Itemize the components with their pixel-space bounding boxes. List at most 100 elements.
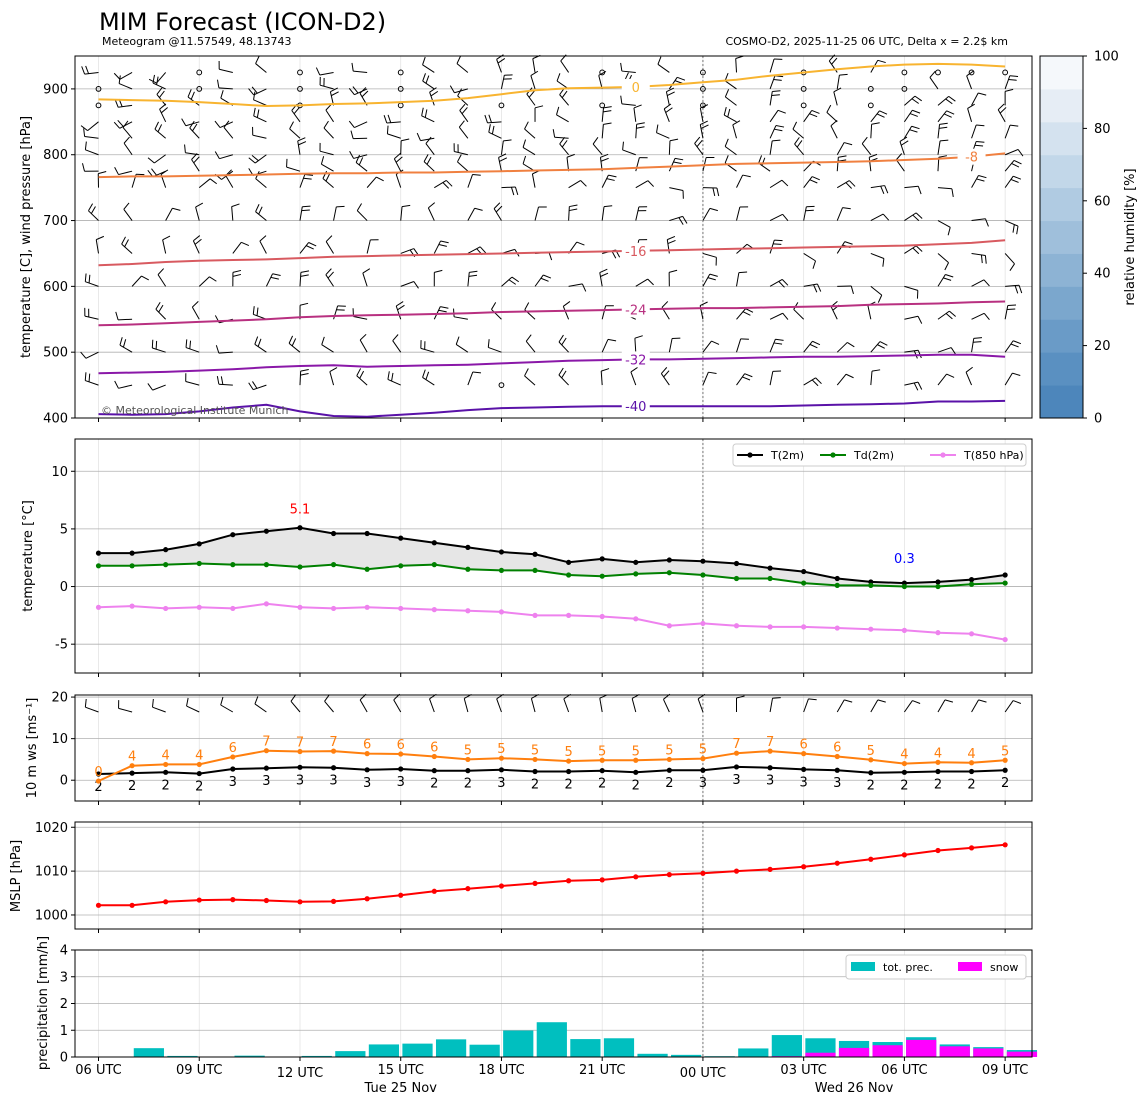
- precip-bar: [368, 1044, 400, 1057]
- wind-barb-staff: [329, 371, 335, 386]
- wind-barb-flag: [84, 273, 87, 282]
- series-point: [566, 559, 572, 565]
- wind-barb-staff: [1004, 160, 1015, 172]
- wind-barb-staff: [118, 384, 133, 389]
- wind-barb-flag: [256, 307, 259, 316]
- data-label: 2: [900, 778, 908, 793]
- extreme-annotation: 0.3: [894, 552, 915, 567]
- wind-barb-staff: [635, 278, 648, 287]
- isotherm-line: [98, 152, 1006, 179]
- wind-barb-staff: [621, 103, 636, 106]
- wind-barb-staff: [870, 285, 883, 296]
- wind-barb-staff: [870, 185, 885, 189]
- wind-barb-flag: [416, 132, 421, 141]
- series-point: [935, 759, 941, 765]
- series-point: [968, 577, 975, 583]
- x-tick-label: 12 UTC: [277, 1066, 323, 1081]
- legend-box: [732, 443, 1027, 467]
- series-point: [733, 575, 740, 582]
- wind-barb-flag: [387, 371, 390, 380]
- wind-barb-flag: [241, 241, 250, 247]
- wind-barb-flag: [253, 91, 256, 100]
- wind-barb-staff: [836, 180, 850, 189]
- wind-barb-flag: [248, 88, 255, 96]
- precip-bar: [671, 1054, 702, 1057]
- wind-barb-staff: [456, 63, 469, 73]
- wind-barb-staff: [395, 305, 402, 320]
- wind-barb-flag: [511, 276, 520, 283]
- wind-barb-flag: [352, 86, 359, 94]
- series-point: [431, 753, 437, 760]
- series-point: [431, 888, 437, 894]
- wind-barb-flag: [773, 342, 783, 345]
- wind-barb-flag: [457, 88, 463, 97]
- wind-barb-flag: [172, 207, 181, 211]
- wind-barb-flag: [329, 367, 338, 373]
- wind-barb-staff: [867, 305, 872, 320]
- wind-barb-flag: [793, 302, 799, 310]
- wind-barb-staff: [325, 109, 334, 123]
- wind-barb-flag: [302, 205, 311, 208]
- series-point: [767, 624, 773, 630]
- wind-barb-staff: [525, 340, 536, 353]
- wind-barb-flag: [251, 86, 258, 94]
- wind-barb-flag: [811, 176, 820, 181]
- wind-barb-flag: [716, 187, 720, 197]
- series-point: [834, 575, 840, 582]
- wind-barb-flag: [114, 99, 119, 108]
- wind-barb-staff: [1004, 175, 1014, 188]
- wind-barb-flag: [522, 139, 527, 148]
- wind-barb-flag: [401, 138, 410, 142]
- wind-barb-flag: [88, 203, 94, 212]
- wind-barb-flag: [298, 141, 307, 146]
- colorbar-frame: [1039, 55, 1084, 419]
- wind-barb-staff: [1004, 305, 1009, 320]
- precip-bar: [503, 1030, 534, 1057]
- wind-barb-flag: [744, 373, 753, 378]
- wind-barb-flag: [782, 312, 789, 320]
- wind-barb-flag: [430, 90, 439, 97]
- series-point: [398, 563, 404, 569]
- wind-barb-flag: [122, 339, 127, 348]
- wind-barb-staff: [85, 706, 99, 713]
- date-label: Wed 26 Nov: [815, 1081, 894, 1096]
- wind-barb-staff: [118, 318, 133, 321]
- wind-barb-flag: [522, 155, 527, 165]
- wind-barb-staff: [558, 341, 569, 353]
- wind-barb-flag: [948, 95, 956, 102]
- wind-barb-flag: [845, 182, 852, 189]
- wind-barb-flag: [630, 366, 638, 373]
- wind-barb-staff: [467, 246, 481, 254]
- data-label: 2: [531, 777, 539, 792]
- wind-barb-flag: [911, 98, 919, 104]
- wind-barb-staff: [319, 71, 334, 76]
- wind-barb-staff: [736, 272, 740, 287]
- series-point: [1002, 580, 1008, 586]
- wind-barb-flag: [669, 138, 679, 142]
- wind-barbs-upper: [80, 54, 1024, 391]
- series-point: [666, 623, 672, 629]
- wind-barb-flag: [257, 338, 262, 347]
- wind-barb-flag: [848, 180, 856, 187]
- wind-barb-staff: [830, 125, 838, 139]
- series-point: [230, 605, 236, 612]
- series-point: [733, 623, 740, 629]
- precip-bar: [771, 1035, 802, 1057]
- wind-barb-flag: [81, 163, 85, 172]
- wind-barb-staff: [971, 312, 985, 320]
- series-point: [633, 571, 639, 577]
- wind-barb-staff: [929, 77, 939, 90]
- wind-barb-staff: [566, 157, 570, 172]
- wind-barb-staff: [498, 157, 502, 172]
- series-point: [196, 770, 202, 777]
- wind-barb-flag: [524, 121, 529, 130]
- wind-barb-staff: [769, 213, 783, 221]
- wind-barb-staff: [735, 58, 738, 73]
- colorbar-band: [1040, 154, 1083, 189]
- wind-barb-flag: [812, 260, 817, 269]
- wind-barb-staff: [491, 309, 502, 320]
- wind-barb-staff: [289, 128, 301, 139]
- series-point: [599, 556, 605, 562]
- wind-barb-staff: [524, 128, 536, 139]
- precip-bar: [167, 1055, 198, 1057]
